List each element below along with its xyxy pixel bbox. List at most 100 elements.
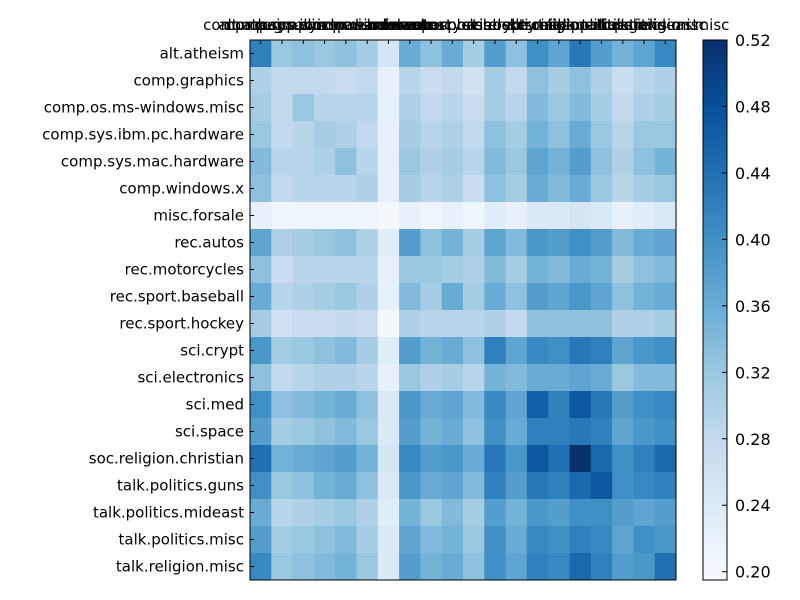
heatmap-cell — [505, 445, 528, 473]
x-tick-label: talk.politics.mideast — [547, 16, 698, 34]
heatmap-cell — [313, 472, 336, 500]
x-tick-label: misc.forsale — [343, 16, 434, 34]
heatmap-cell — [548, 499, 570, 527]
heatmap-cell — [590, 175, 613, 203]
x-tick-label: talk.politics.guns — [538, 16, 665, 34]
heatmap-cell — [271, 283, 293, 311]
heatmap-cell — [526, 202, 549, 230]
heatmap-cell — [356, 40, 379, 68]
heatmap-cell — [420, 526, 443, 554]
heatmap-cell — [399, 391, 421, 419]
heatmap-cell — [590, 229, 613, 257]
heatmap-cell — [292, 472, 315, 500]
heatmap-cell — [377, 283, 400, 311]
heatmap-cell — [463, 364, 485, 392]
heatmap-cell — [654, 229, 677, 257]
heatmap-cell — [271, 553, 293, 581]
x-tick-label: talk.politics.misc — [581, 16, 706, 34]
heatmap-cell — [271, 148, 293, 176]
heatmap-cell — [356, 256, 379, 284]
heatmap-cell — [569, 67, 592, 95]
heatmap-cell — [484, 256, 506, 284]
heatmap-cell — [654, 364, 677, 392]
heatmap-cell — [250, 391, 272, 419]
heatmap-cell — [569, 175, 592, 203]
heatmap-cell — [590, 121, 613, 149]
heatmap-cell — [590, 472, 613, 500]
heatmap-cell — [313, 553, 336, 581]
heatmap-cell — [335, 229, 357, 257]
heatmap-cell — [335, 364, 357, 392]
heatmap-cell — [463, 175, 485, 203]
heatmap-cell — [505, 499, 528, 527]
heatmap-cell — [633, 94, 656, 122]
heatmap-cell — [377, 310, 400, 338]
heatmap-cell — [484, 175, 506, 203]
heatmap-cell — [569, 40, 592, 68]
heatmap-cell — [250, 499, 272, 527]
heatmap-cell — [569, 364, 592, 392]
heatmap-cell — [399, 94, 421, 122]
heatmap-cell — [335, 391, 357, 419]
heatmap-cell — [377, 391, 400, 419]
y-tick-label: rec.sport.hockey — [119, 315, 244, 333]
heatmap-cell — [484, 283, 506, 311]
heatmap-cell — [633, 121, 656, 149]
heatmap-cell — [633, 283, 656, 311]
heatmap-cell — [590, 364, 613, 392]
y-tick-label: rec.sport.baseball — [110, 288, 244, 306]
heatmap-cell — [526, 445, 549, 473]
heatmap-cell — [313, 229, 336, 257]
colorbar-tick-label: 0.28 — [735, 430, 771, 449]
heatmap-cell — [590, 418, 613, 446]
heatmap-cell — [548, 364, 570, 392]
heatmap-cell — [356, 310, 379, 338]
heatmap-cell — [548, 445, 570, 473]
heatmap-cell — [484, 499, 506, 527]
x-tick-label: soc.religion.christian — [503, 16, 658, 34]
heatmap-cell — [420, 229, 443, 257]
y-tick-label: talk.politics.misc — [119, 531, 244, 549]
heatmap-cell — [590, 445, 613, 473]
heatmap-cell — [441, 499, 464, 527]
heatmap-cell — [484, 526, 506, 554]
heatmap-cell — [335, 526, 357, 554]
heatmap-cell — [463, 148, 485, 176]
heatmap-cell — [335, 148, 357, 176]
x-tick-label: rec.sport.hockey — [411, 16, 536, 34]
heatmap-cell — [505, 553, 528, 581]
y-tick-label: sci.space — [175, 423, 244, 441]
heatmap-cell — [569, 121, 592, 149]
heatmap-cell — [250, 472, 272, 500]
heatmap-cell — [654, 148, 677, 176]
heatmap-cell — [505, 256, 528, 284]
heatmap-cell — [335, 445, 357, 473]
heatmap-cell — [505, 94, 528, 122]
heatmap-cell — [250, 445, 272, 473]
heatmap-cell — [250, 40, 272, 68]
heatmap-cell — [377, 418, 400, 446]
heatmap-cell — [612, 229, 634, 257]
heatmap-cell — [271, 391, 293, 419]
x-tick-label: comp.sys.mac.hardware — [254, 16, 437, 34]
heatmap-cell — [526, 364, 549, 392]
heatmap-cell — [335, 310, 357, 338]
colorbar-tick-label: 0.44 — [735, 164, 771, 183]
heatmap-cell — [441, 67, 464, 95]
heatmap-cell — [399, 148, 421, 176]
heatmap-cell — [505, 337, 528, 365]
x-tick-label: comp.windows.x — [305, 16, 430, 34]
heatmap-cell — [250, 229, 272, 257]
heatmap-cell — [271, 364, 293, 392]
heatmap-cell — [250, 148, 272, 176]
heatmap-cell — [356, 472, 379, 500]
heatmap-cell — [441, 283, 464, 311]
heatmap-cell — [612, 472, 634, 500]
x-tick-label: comp.sys.ibm.pc.hardware — [224, 16, 426, 34]
heatmap-cell — [526, 229, 549, 257]
heatmap-cell — [505, 283, 528, 311]
heatmap-cell — [313, 364, 336, 392]
heatmap-cell — [377, 472, 400, 500]
heatmap-cell — [612, 418, 634, 446]
heatmap-cell — [654, 40, 677, 68]
